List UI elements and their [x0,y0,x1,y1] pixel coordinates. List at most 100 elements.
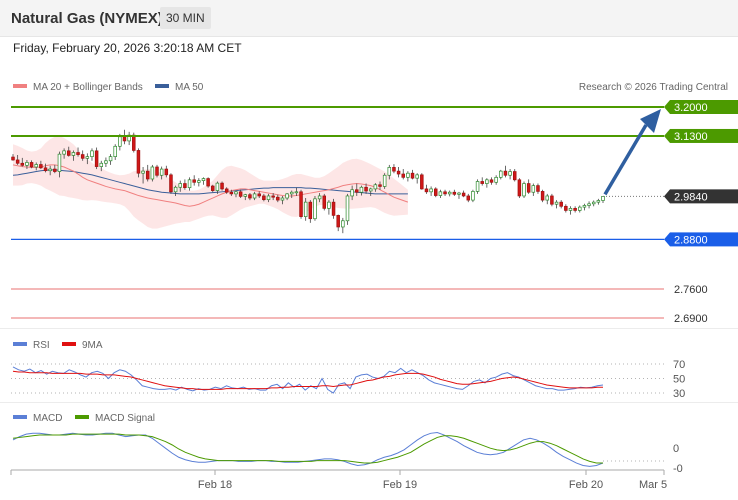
candle-body [466,195,471,201]
level-tag-arrow [664,232,670,247]
candle-body [452,191,457,195]
candle-body [485,179,489,184]
time-tick-label: Mar 5 [639,479,667,491]
candle-body [382,174,387,187]
candle-body [410,172,415,179]
ma20-line [12,164,409,207]
candle-body [401,173,405,178]
candle-body [587,203,591,206]
ma50-line [12,169,408,195]
candle-body [303,201,308,217]
legend-label: MA 20 + Bollinger Bands [33,82,143,93]
candle-body [499,170,503,178]
legend-label: RSI [33,340,50,351]
macd-tick-label: 0 [673,443,679,455]
chart-header: Natural Gas (NYMEX) 30 MIN [0,0,738,37]
candle-body [108,156,113,162]
macd-signal-line [12,433,603,464]
rsi-line [12,366,604,394]
candle-body [429,188,433,193]
candle-body [150,166,155,180]
candle-body [164,168,169,176]
forecast-arrow [603,124,648,196]
copyright-label: Research © 2026 Trading Central [579,82,728,93]
candle-body [359,186,364,193]
time-tick-label: Feb 20 [569,479,603,491]
legend-swatch [13,342,27,346]
candle-body [480,181,484,184]
candle-body [289,191,294,195]
candle-body [229,191,234,195]
candle-body [368,188,373,192]
candle-body [373,184,378,190]
candle-body [29,162,34,168]
candle-body [57,153,62,172]
legend-label: MA 50 [175,82,204,93]
support-label: 2.6900 [674,313,708,325]
candle-body [11,156,15,161]
candle-body [489,179,494,183]
candle-body [25,162,29,166]
candle-body [201,178,206,181]
candle-body [596,200,601,203]
candle-body [545,195,549,201]
candle-body [104,160,108,164]
legend-label: 9MA [82,340,103,351]
candle-body [197,180,201,183]
candle-body [457,192,461,195]
time-tick-label: Feb 19 [383,479,417,491]
candle-body [252,193,257,199]
candle-body [141,170,145,174]
candle-body [211,185,215,191]
candle-body [39,164,43,169]
support-label: 2.7600 [674,284,708,296]
candle-body [206,178,210,187]
candle-body [234,191,238,195]
candle-body [345,195,350,222]
candle-body [85,156,90,159]
candle-body [271,195,275,198]
candle-body [396,170,401,175]
candle-body [443,191,447,195]
level-tag-arrow [664,128,670,143]
legend-swatch [62,342,76,346]
last-price-label: 2.9840 [674,191,708,203]
candle-body [80,154,85,159]
candle-body [136,150,141,174]
candle-body [475,181,480,192]
timeframe-button[interactable]: 30 MIN [160,7,211,29]
candle-body [341,220,345,228]
candle-body [313,198,317,220]
time-axis: Feb 18 Feb 19 Feb 20 Mar 5 [10,469,667,491]
candle-body [224,188,229,193]
candle-body [512,171,517,181]
instrument-title: Natural Gas (NYMEX) [11,10,163,27]
candle-body [187,179,192,189]
candle-body [220,182,224,190]
candle-body [99,162,104,167]
panel-divider [0,328,738,329]
legend-label: MACD Signal [95,413,155,424]
candle-body [215,182,220,191]
candle-body [15,159,20,164]
candle-body [517,179,522,197]
candle-body [526,183,531,193]
candle-body [257,193,261,197]
candle-body [90,150,94,157]
candle-body [378,184,382,187]
candle-body [322,195,327,209]
level-label: 3.2000 [674,102,708,114]
last-price-tag [670,189,738,204]
candle-body [424,188,429,193]
candle-body [122,136,127,142]
level-label: 2.8800 [674,234,708,246]
candle-body [178,183,182,188]
datetime-label: Friday, February 20, 2026 3:20:18 AM CET [13,41,242,55]
candle-body [591,201,596,205]
macd-tick-label: -0 [673,463,683,475]
candle-body [308,201,313,220]
level-label: 3.1300 [674,131,708,143]
candle-body [406,172,410,178]
candle-body [559,201,563,207]
